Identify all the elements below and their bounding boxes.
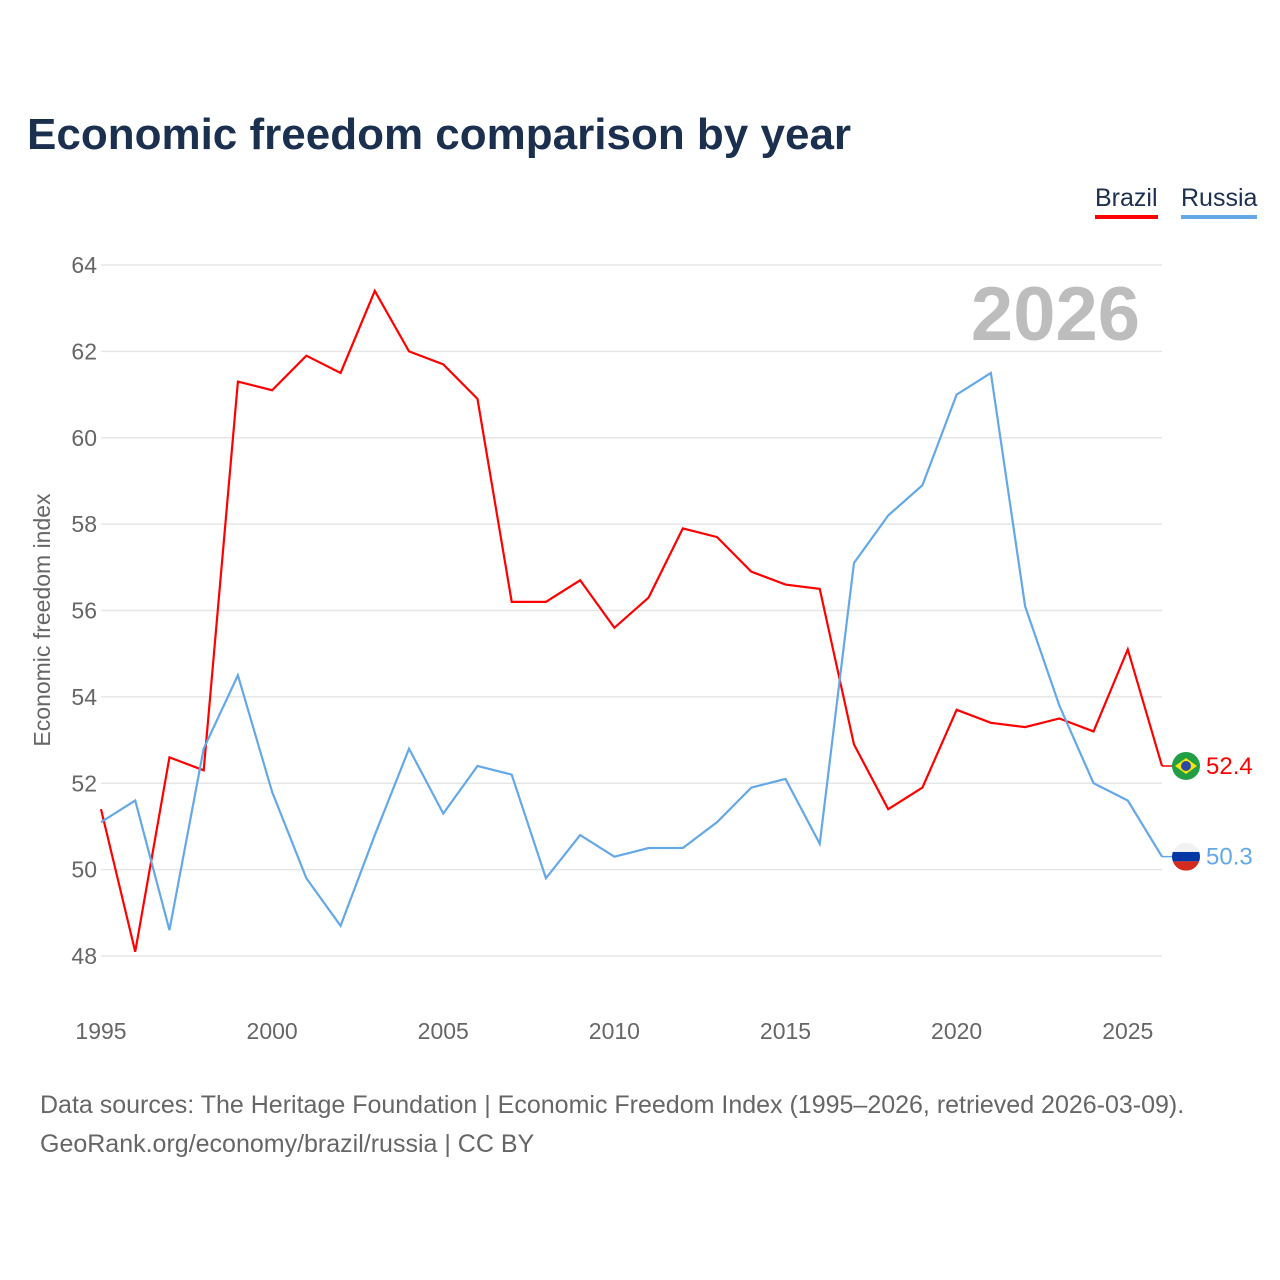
x-tick-label: 1995 <box>75 1018 126 1044</box>
end-value-label-russia: 50.3 <box>1206 844 1253 871</box>
series-line-russia <box>100 371 1163 931</box>
y-tick-label: 60 <box>71 425 97 451</box>
year-watermark: 2026 <box>971 272 1140 357</box>
y-tick-label: 62 <box>71 338 97 364</box>
y-tick-label: 64 <box>71 252 97 278</box>
x-tick-label: 2025 <box>1102 1018 1153 1044</box>
end-value-label-brazil: 52.4 <box>1206 753 1253 780</box>
source-line-2: GeoRank.org/economy/brazil/russia | CC B… <box>40 1130 535 1158</box>
series-line-brazil <box>99 288 1164 952</box>
y-tick-label: 54 <box>71 684 97 710</box>
source-note: Data sources: The Heritage Foundation | … <box>40 1086 1184 1164</box>
legend-item-brazil[interactable]: Brazil <box>1095 184 1158 219</box>
source-line-1: Data sources: The Heritage Foundation | … <box>40 1091 1185 1119</box>
x-tick-label: 2010 <box>589 1018 640 1044</box>
brazil-flag-globe <box>1181 760 1191 771</box>
y-tick-label: 56 <box>71 598 97 624</box>
y-axis-label: Economic freedom index <box>29 493 55 747</box>
x-tick-label: 2000 <box>247 1018 298 1044</box>
y-tick-label: 48 <box>71 943 97 969</box>
x-tick-label: 2020 <box>931 1018 982 1044</box>
y-tick-label: 50 <box>71 857 97 883</box>
flag-stripe <box>1172 851 1200 862</box>
y-tick-label: 58 <box>71 511 97 537</box>
chart-title: Economic freedom comparison by year <box>27 110 852 159</box>
flag-stripe <box>1172 861 1200 871</box>
russia-flag-icon <box>1172 842 1200 871</box>
flag-stripe <box>1172 842 1200 853</box>
legend-item-russia[interactable]: Russia <box>1181 184 1258 219</box>
y-tick-label: 52 <box>71 770 97 796</box>
x-tick-label: 2005 <box>418 1018 469 1044</box>
x-tick-label: 2015 <box>760 1018 811 1044</box>
